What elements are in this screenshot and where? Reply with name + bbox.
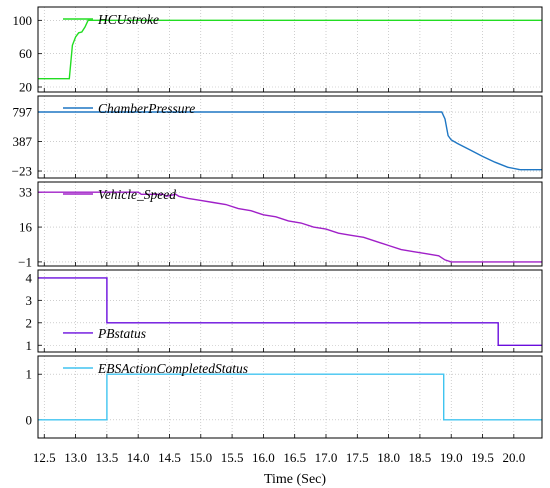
y-tick-label: 20	[19, 80, 32, 95]
x-tick-label: 13.0	[64, 450, 87, 465]
y-tick-label: 16	[19, 220, 33, 235]
x-tick-label: 18.0	[377, 450, 400, 465]
panel-2: −23 387 797 ChamberPressure	[12, 95, 543, 179]
legend-label: Vehicle_Speed	[98, 187, 176, 202]
x-tick-label: 17.5	[346, 450, 369, 465]
panel-frame	[37, 181, 543, 267]
y-tick-label: 4	[26, 270, 33, 285]
panel-frame	[37, 355, 543, 439]
x-tick-label: 14.5	[158, 450, 181, 465]
series-line-HCUstroke	[38, 19, 542, 80]
panel-frame	[37, 269, 543, 353]
series-line-Vehicle_Speed	[38, 191, 542, 263]
legend-label: HCUstroke	[97, 12, 159, 27]
x-tick-label: 19.5	[471, 450, 494, 465]
y-tick-label: 2	[26, 315, 33, 330]
panel-frame	[37, 6, 543, 93]
x-tick-label: 16.5	[283, 450, 306, 465]
x-tick-label: 14.0	[127, 450, 150, 465]
x-tick-label: 15.0	[189, 450, 212, 465]
x-axis: 12.5 13.0 13.5 14.0 14.5 15.0 15.5 16.0 16.5 17.0…	[33, 450, 525, 465]
y-tick-label: 0	[26, 412, 33, 427]
x-tick-label: 13.5	[95, 450, 118, 465]
x-tick-label: 16.0	[252, 450, 275, 465]
panel-5: 0 1 EBSActionCompletedStatus	[26, 355, 543, 439]
series-line-EBSActionCompletedStatus	[38, 373, 542, 421]
y-tick-label: 3	[26, 293, 33, 308]
panel-frame	[37, 95, 543, 179]
y-tick-label: 1	[26, 338, 33, 353]
panel-4: 1 2 3 4 PBstatus	[26, 269, 543, 353]
x-tick-label: 15.5	[221, 450, 244, 465]
series-line-ChamberPressure	[38, 111, 542, 171]
y-tick-label: 797	[13, 105, 33, 120]
x-tick-label: 20.0	[502, 450, 525, 465]
x-tick-label: 17.0	[315, 450, 338, 465]
series-line-PBstatus	[38, 277, 542, 346]
y-tick-label: 1	[26, 367, 33, 382]
x-tick-label: 19.0	[440, 450, 463, 465]
x-tick-label: 12.5	[33, 450, 56, 465]
y-tick-label: 60	[19, 46, 32, 61]
y-tick-label: 100	[13, 13, 33, 28]
y-tick-label: 33	[19, 185, 32, 200]
panel-1: 20 60 100 HCUstroke	[13, 6, 543, 95]
y-tick-label: −23	[12, 164, 32, 179]
legend-label: ChamberPressure	[98, 101, 195, 116]
x-axis-label: Time (Sec)	[264, 472, 326, 487]
y-tick-label: −1	[18, 254, 32, 269]
y-tick-label: 387	[13, 134, 33, 149]
legend-label: PBstatus	[97, 326, 146, 341]
panel-3: −1 16 33 Vehicle_Speed	[18, 181, 543, 269]
x-tick-label: 18.5	[409, 450, 432, 465]
legend-label: EBSActionCompletedStatus	[97, 361, 248, 376]
